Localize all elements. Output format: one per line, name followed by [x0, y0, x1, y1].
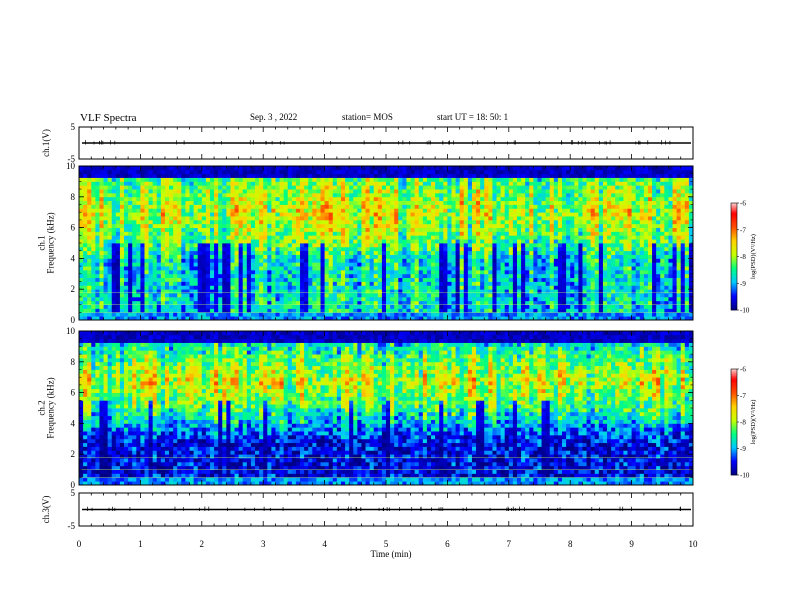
- y-tick-label: 8: [71, 192, 76, 202]
- x-axis-label: Time (min): [371, 549, 412, 559]
- y-tick-label: -5: [68, 154, 76, 164]
- colorbar-tick-label: -7: [740, 392, 746, 400]
- colorbar-label: log(PSD)(V²/Hz): [750, 400, 757, 445]
- y-tick-label: 5: [71, 122, 76, 132]
- colorbar-tick-label: -9: [740, 445, 746, 453]
- x-tick-label: 2: [200, 539, 205, 549]
- y-tick-label: 0: [71, 480, 76, 490]
- date-label: Sep. 3 , 2022: [250, 112, 298, 122]
- x-tick-label: 7: [507, 539, 512, 549]
- y-tick-label: -5: [68, 521, 76, 531]
- y-axis-label: ch.3(V): [41, 496, 51, 524]
- colorbar-label: log(PSD)(V²/Hz): [750, 234, 757, 279]
- spectrogram-ch2: [79, 331, 694, 486]
- y-tick-label: 5: [71, 488, 76, 498]
- y-axis-label: ch.1(V): [41, 129, 51, 157]
- colorbar-tick-label: -8: [740, 253, 746, 261]
- x-tick-label: 10: [689, 539, 699, 549]
- y-tick-label: 6: [71, 388, 76, 398]
- x-tick-label: 9: [629, 539, 634, 549]
- colorbar-tick-label: -9: [740, 280, 746, 288]
- y-tick-label: 10: [66, 161, 76, 171]
- y-axis-label: ch.2: [37, 400, 47, 415]
- colorbar-tick-label: -6: [740, 366, 746, 374]
- y-axis-label: Frequency (kHz): [46, 212, 56, 273]
- x-tick-label: 3: [261, 539, 266, 549]
- x-tick-label: 5: [384, 539, 389, 549]
- colorbar-tick-label: -8: [740, 419, 746, 427]
- x-tick-label: 4: [322, 539, 327, 549]
- colorbar-ch2: -6 -7 -8 -9 -10 log(PSD)(V²/Hz): [730, 366, 757, 480]
- colorbar-tick-label: -10: [740, 307, 750, 315]
- x-tick-label: 6: [445, 539, 450, 549]
- y-tick-label: 0: [71, 315, 76, 325]
- figure-title: VLF Spectra: [80, 112, 137, 124]
- y-tick-label: 8: [71, 357, 76, 367]
- y-tick-label: 10: [66, 326, 76, 336]
- station-label: station= MOS: [342, 112, 393, 122]
- y-tick-label: 4: [71, 253, 76, 263]
- x-tick-label: 8: [568, 539, 573, 549]
- y-tick-label: 6: [71, 223, 76, 233]
- colorbar-ch1: -6 -7 -8 -9 -10 log(PSD)(V²/Hz): [730, 200, 757, 315]
- y-tick-label: 4: [71, 418, 76, 428]
- start-time-label: start UT = 18: 50: 1: [437, 112, 509, 122]
- colorbar-tick-label: -7: [740, 226, 746, 234]
- y-axis-label: ch.1: [37, 235, 47, 250]
- x-tick-label: 1: [138, 539, 143, 549]
- spectrogram-ch1: [79, 166, 694, 321]
- colorbar-tick-label: -6: [740, 200, 746, 208]
- colorbar-tick-label: -10: [740, 472, 750, 480]
- y-tick-label: 2: [71, 284, 76, 294]
- y-axis-label: Frequency (kHz): [46, 377, 56, 438]
- y-tick-label: 2: [71, 449, 76, 459]
- x-tick-label: 0: [77, 539, 82, 549]
